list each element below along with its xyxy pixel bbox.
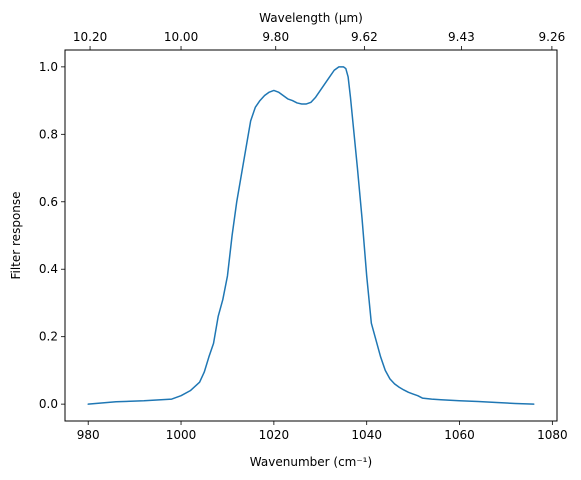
x-tick-label: 1080 <box>537 428 568 442</box>
top-tick-label: 9.43 <box>448 30 475 44</box>
top-x-axis: 10.20 10.00 9.80 9.62 9.43 9.26 <box>73 30 565 50</box>
y-tick-label: 0.8 <box>39 127 58 141</box>
top-tick-label: 10.20 <box>73 30 107 44</box>
series-line-0 <box>87 66 535 405</box>
series-layer <box>87 66 535 405</box>
y-tick-label: 0.0 <box>39 397 58 411</box>
x-tick-label: 980 <box>77 428 100 442</box>
top-tick-label: 10.00 <box>164 30 198 44</box>
y-tick-label: 0.2 <box>39 330 58 344</box>
plot-frame <box>64 49 558 422</box>
top-axis-label: Wavelength (μm) <box>259 11 363 25</box>
y-tick-label: 0.4 <box>39 262 58 276</box>
x-tick-label: 1040 <box>351 428 382 442</box>
top-tick-label: 9.26 <box>539 30 566 44</box>
bottom-x-axis: 980 1000 1020 1040 1060 1080 <box>77 421 568 442</box>
x-tick-label: 1060 <box>444 428 475 442</box>
y-axis-label: Filter response <box>9 191 23 279</box>
y-tick-label: 1.0 <box>39 60 58 74</box>
x-tick-label: 1000 <box>166 428 197 442</box>
x-axis-label: Wavenumber (cm⁻¹) <box>250 455 372 469</box>
x-tick-label: 1020 <box>259 428 290 442</box>
top-tick-label: 9.62 <box>351 30 378 44</box>
top-tick-label: 9.80 <box>262 30 289 44</box>
y-tick-label: 0.6 <box>39 195 58 209</box>
y-axis: 0.0 0.2 0.4 0.6 0.8 1.0 <box>39 60 65 411</box>
